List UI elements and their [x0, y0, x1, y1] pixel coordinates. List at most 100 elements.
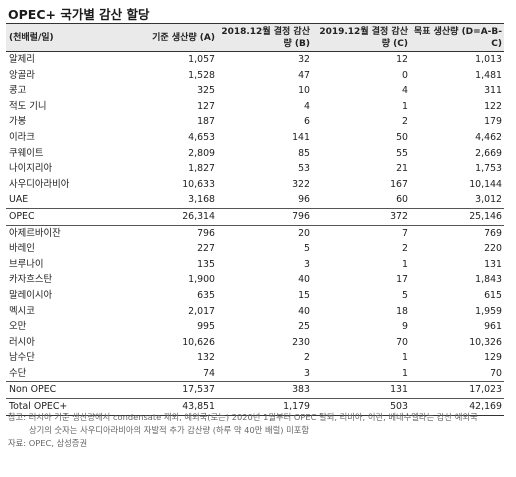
value-cell: 4,462: [475, 131, 502, 143]
country-cell: 앙골라: [9, 69, 35, 81]
value-cell: 9: [402, 321, 408, 333]
table-row: 오만 995 25 9 961: [6, 319, 504, 335]
value-cell: 1,959: [475, 305, 502, 317]
country-cell: 브루나이: [9, 258, 44, 270]
table-row: 이라크 4,653 141 50 4,462: [6, 130, 504, 146]
value-cell: 383: [217, 381, 312, 399]
value-cell: 10,626: [182, 336, 215, 348]
value-cell: 4: [304, 100, 310, 112]
value-cell: 1,057: [188, 54, 215, 65]
value-cell: 796: [132, 224, 217, 242]
source-line: 자료: OPEC, 삼성증권: [8, 438, 88, 448]
table-row: 말레이시아 635 15 5 615: [6, 288, 504, 304]
table-row: 가봉 187 6 2 179: [6, 114, 504, 130]
value-cell: 0: [402, 69, 408, 81]
value-cell: 40: [298, 274, 310, 286]
value-cell: 769: [410, 224, 504, 242]
country-cell: 러시아: [9, 336, 35, 348]
table-row: 콩고 325 10 4 311: [6, 83, 504, 99]
value-cell: 7: [312, 224, 410, 242]
value-cell: 2,017: [188, 305, 215, 317]
value-cell: 50: [396, 131, 408, 143]
value-cell: 10,144: [469, 178, 502, 190]
value-cell: 15: [298, 289, 310, 301]
table-row: Total OPEC+ 43,851 1,179 503 42,169: [6, 398, 504, 416]
table-row: 알제리 1,057 32 12 1,013: [6, 52, 504, 68]
value-cell: 2,809: [188, 147, 215, 159]
header-cut-2019: 2019.12월 결정 감산량 (C): [312, 23, 410, 52]
value-cell: 141: [292, 131, 310, 143]
country-cell: 오만: [9, 321, 27, 333]
table-row: 쿠웨이트 2,809 85 55 2,669: [6, 146, 504, 162]
header-baseline-production: 기준 생산량 (A): [132, 23, 217, 52]
header-cut-2018: 2018.12월 결정 감산량 (B): [217, 23, 312, 52]
country-cell: 가봉: [9, 116, 27, 128]
value-cell: 10: [298, 85, 310, 97]
table-row: 바레인 227 5 2 220: [6, 241, 504, 257]
table-row: 카자흐스탄 1,900 40 17 1,843: [6, 272, 504, 288]
table-row: 브루나이 135 3 1 131: [6, 257, 504, 273]
value-cell: 20: [217, 224, 312, 242]
value-cell: 995: [197, 321, 215, 333]
table-body: 알제리 1,057 32 12 1,013 앙골라 1,528 47 0 1,481 콩고 325 10…: [6, 52, 504, 416]
value-cell: 17: [396, 274, 408, 286]
country-cell: OPEC: [6, 207, 132, 226]
table-row: 멕시코 2,017 40 18 1,959: [6, 304, 504, 320]
value-cell: 3: [304, 367, 310, 379]
table-row: OPEC 26,314 796 372 25,146: [6, 207, 504, 226]
value-cell: 311: [484, 85, 502, 97]
value-cell: 47: [298, 69, 310, 81]
value-cell: 5: [304, 243, 310, 255]
value-cell: 227: [197, 243, 215, 255]
value-cell: 26,314: [132, 207, 217, 226]
value-cell: 70: [396, 336, 408, 348]
value-cell: 1,900: [188, 274, 215, 286]
table-header: (천배럴/일) 기준 생산량 (A) 2018.12월 결정 감산량 (B) 2…: [6, 23, 504, 52]
value-cell: 325: [197, 85, 215, 97]
value-cell: 1,179: [217, 398, 312, 416]
table-row: 나이지리아 1,827 53 21 1,753: [6, 161, 504, 177]
value-cell: 2,669: [475, 147, 502, 159]
value-cell: 2: [304, 352, 310, 364]
value-cell: 1: [402, 352, 408, 364]
table-row: 앙골라 1,528 47 0 1,481: [6, 68, 504, 84]
value-cell: 2: [402, 243, 408, 255]
value-cell: 32: [298, 54, 310, 65]
country-cell: 멕시코: [9, 305, 35, 317]
value-cell: 372: [312, 207, 410, 226]
value-cell: 4: [402, 85, 408, 97]
note-line-2: 상기의 숫자는 사우디아라비아의 자발적 추가 감산량 (하루 약 40만 배럴…: [29, 425, 310, 435]
value-cell: 6: [304, 116, 310, 128]
value-cell: 167: [390, 178, 408, 190]
value-cell: 17,023: [410, 381, 504, 399]
value-cell: 25,146: [410, 207, 504, 226]
table-row: Non OPEC 17,537 383 131 17,023: [6, 381, 504, 399]
value-cell: 10,326: [469, 336, 502, 348]
value-cell: 25: [298, 321, 310, 333]
country-cell: UAE: [9, 194, 29, 206]
value-cell: 131: [312, 381, 410, 399]
value-cell: 129: [484, 352, 502, 364]
value-cell: 961: [484, 321, 502, 333]
country-cell: 수단: [9, 367, 27, 379]
value-cell: 18: [396, 305, 408, 317]
table-row: 러시아 10,626 230 70 10,326: [6, 335, 504, 351]
header-unit: (천배럴/일): [6, 23, 132, 52]
value-cell: 40: [298, 305, 310, 317]
country-cell: 아제르바이잔: [6, 224, 132, 242]
country-cell: 이라크: [9, 131, 35, 143]
value-cell: 1: [402, 367, 408, 379]
value-cell: 4,653: [188, 131, 215, 143]
value-cell: 131: [484, 258, 502, 270]
header-row: (천배럴/일) 기준 생산량 (A) 2018.12월 결정 감산량 (B) 2…: [6, 23, 504, 52]
country-cell: 쿠웨이트: [9, 147, 44, 159]
value-cell: 55: [396, 147, 408, 159]
table-row: 적도 기니 127 4 1 122: [6, 99, 504, 115]
value-cell: 21: [396, 163, 408, 175]
value-cell: 1: [402, 258, 408, 270]
value-cell: 1,481: [475, 69, 502, 81]
value-cell: 635: [197, 289, 215, 301]
production-cut-table: (천배럴/일) 기준 생산량 (A) 2018.12월 결정 감산량 (B) 2…: [6, 23, 504, 416]
country-cell: 사우디아라비아: [9, 178, 70, 190]
table-row: UAE 3,168 96 60 3,012: [6, 192, 504, 208]
